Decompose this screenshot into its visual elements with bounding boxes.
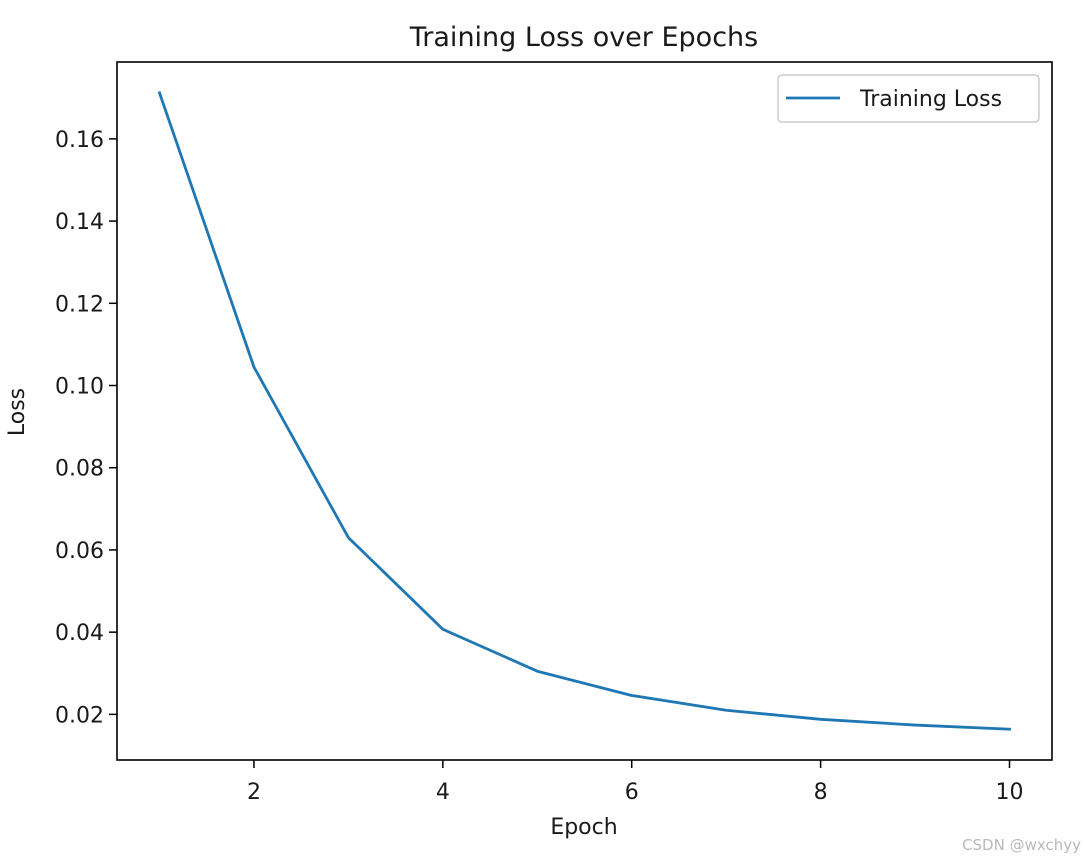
x-axis-label: Epoch (550, 815, 617, 840)
y-tick-label: 0.10 (55, 375, 104, 400)
y-tick-label: 0.08 (55, 457, 104, 482)
y-tick-label: 0.06 (55, 539, 104, 564)
chart-title: Training Loss over Epochs (409, 22, 758, 53)
plot-area: 2 4 6 8 10 0.02 0.04 0.06 0.08 0.10 0.12 0.14 0.16 (55, 61, 1053, 805)
legend: Training Loss (777, 74, 1040, 123)
y-tick-label: 0.16 (55, 128, 104, 153)
y-tick-label: 0.14 (55, 210, 104, 235)
x-tick-label: 2 (247, 780, 261, 805)
x-axis-ticks: 2 4 6 8 10 (247, 760, 1024, 805)
y-tick-label: 0.12 (55, 292, 104, 317)
y-axis-label: Loss (5, 388, 30, 436)
series-line-training-loss (157, 91, 1011, 731)
legend-box (777, 74, 1040, 123)
x-tick-label: 8 (814, 780, 828, 805)
y-tick-label: 0.02 (55, 703, 104, 728)
series-layer (157, 91, 1011, 731)
x-tick-label: 4 (436, 780, 450, 805)
x-tick-label: 6 (625, 780, 639, 805)
axes-frame (116, 61, 1053, 761)
y-axis-ticks: 0.02 0.04 0.06 0.08 0.10 0.12 0.14 0.16 (55, 128, 117, 728)
y-tick-label: 0.04 (55, 621, 104, 646)
x-tick-label: 10 (996, 780, 1024, 805)
watermark-text: CSDN @wxchyy (962, 836, 1081, 854)
legend-label-training-loss: Training Loss (859, 87, 1002, 112)
